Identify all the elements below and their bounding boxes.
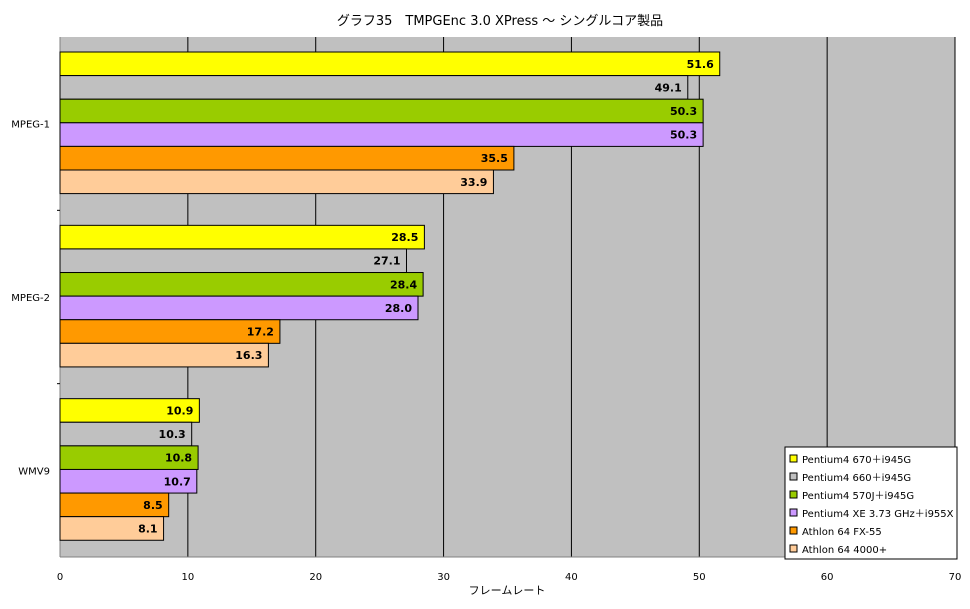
- bar: [59, 516, 165, 541]
- data-label: 8.1: [138, 522, 158, 535]
- x-tick-label: 0: [57, 572, 63, 583]
- data-label: 35.5: [481, 152, 508, 165]
- legend-swatch: [789, 472, 798, 481]
- legend-entry: Pentium4 570J＋i945G: [802, 491, 914, 502]
- data-label: 28.5: [391, 231, 418, 244]
- x-tick-label: 50: [693, 572, 706, 583]
- legend-entry: Athlon 64 FX-55: [802, 527, 882, 538]
- legend-swatch: [789, 508, 798, 517]
- legend-entry: Pentium4 660＋i945G: [802, 473, 911, 484]
- data-label: 10.7: [164, 475, 191, 488]
- x-tick-label: 20: [309, 572, 322, 583]
- category-label: MPEG-1: [11, 120, 50, 131]
- legend-swatch: [789, 544, 798, 553]
- legend: Pentium4 670＋i945G Pentium4 660＋i945G Pent…: [784, 446, 958, 560]
- data-label: 10.9: [166, 404, 193, 417]
- x-axis-label: フレームレート: [469, 584, 546, 597]
- legend-swatch: [789, 490, 798, 499]
- legend-entry: Athlon 64 4000+: [802, 545, 887, 556]
- legend-swatch: [789, 526, 798, 535]
- data-label: 33.9: [460, 176, 487, 189]
- x-tick-label: 40: [565, 572, 578, 583]
- bar: [59, 224, 425, 250]
- bar: [59, 98, 704, 124]
- data-label: 28.0: [385, 302, 412, 315]
- data-label: 27.1: [373, 255, 400, 268]
- labels: 0 10 20 30 40 50 60 70 MPEG-1 MPEG-2 WMV9 51.6 49.1 5…: [11, 58, 961, 583]
- bar: [59, 342, 269, 368]
- bar: [59, 145, 515, 171]
- legend-entry: Pentium4 XE 3.73 GHz＋i955X: [802, 509, 954, 520]
- x-tick-label: 10: [181, 572, 194, 583]
- data-label: 16.3: [235, 349, 262, 362]
- data-label: 10.3: [159, 428, 186, 441]
- legend-box: [784, 446, 958, 560]
- chart-title: グラフ35 TMPGEnc 3.0 XPress ～ シングルコア製品: [337, 14, 663, 29]
- data-label: 10.8: [165, 452, 192, 465]
- bar: [59, 51, 721, 77]
- data-label: 51.6: [687, 58, 714, 71]
- data-label: 50.3: [670, 129, 697, 142]
- legend-entry: Pentium4 670＋i945G: [802, 455, 911, 466]
- bar: [59, 75, 689, 100]
- bars: [59, 51, 721, 541]
- x-tick-label: 70: [949, 572, 962, 583]
- bar: [59, 248, 407, 274]
- x-tick-label: 30: [437, 572, 450, 583]
- data-label: 50.3: [670, 105, 697, 118]
- x-tick-label: 60: [821, 572, 834, 583]
- legend-swatch: [789, 454, 798, 463]
- category-label: WMV9: [18, 466, 50, 477]
- bar: [59, 272, 424, 297]
- data-label: 49.1: [655, 81, 682, 94]
- data-label: 17.2: [247, 326, 274, 339]
- bar: [59, 169, 494, 195]
- bar: [59, 295, 419, 321]
- bar: [59, 122, 704, 147]
- data-label: 8.5: [143, 499, 163, 512]
- category-label: MPEG-2: [11, 293, 50, 304]
- data-label: 28.4: [390, 278, 417, 291]
